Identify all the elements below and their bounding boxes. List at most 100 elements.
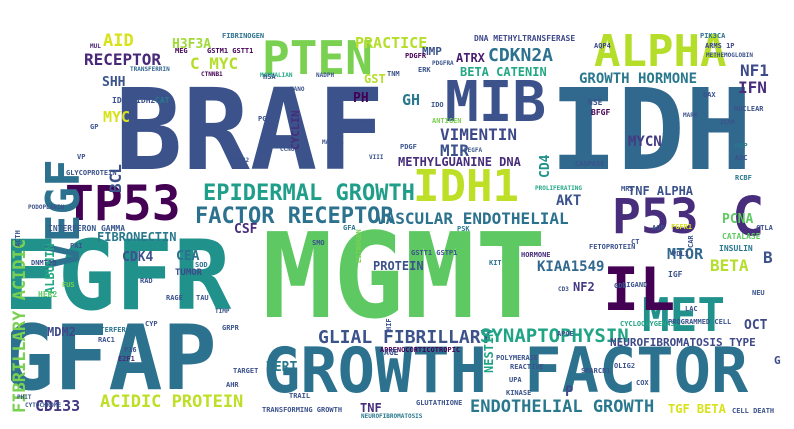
- word-sod: SOD: [195, 261, 208, 269]
- word-vp: VP: [77, 153, 86, 161]
- word-smarcb1: SMARCB1: [581, 367, 611, 375]
- word-bax: BAX: [703, 91, 716, 99]
- word-fetoprotein: FETOPROTEIN: [589, 243, 636, 251]
- word-mmp: MMP: [422, 45, 442, 58]
- word-fibronectin: FIBRONECTIN: [97, 230, 177, 244]
- word-idh: IDH: [550, 66, 753, 196]
- word-kiaa1549: KIAA1549: [537, 259, 605, 275]
- word-epidermal-growth: EPIDERMAL GROWTH: [203, 181, 415, 206]
- word-age: AGE: [384, 348, 399, 357]
- word-olig2: OLIG2: [614, 362, 636, 370]
- word-albumin: ALBUMIN: [43, 243, 57, 295]
- word-neurofibromatosis: NEUROFIBROMATOSIS: [361, 413, 423, 420]
- word-endothelial-growth: ENDOTHELIAL GROWTH: [470, 397, 655, 417]
- word-cell-death: CELL DEATH: [732, 407, 775, 415]
- word-phit: PHIT: [17, 394, 32, 401]
- word-idh1: IDH1: [413, 161, 519, 212]
- word-hif: HIF: [385, 317, 393, 331]
- word-programmed-cell: PROGRAMMED CELL: [668, 318, 732, 326]
- word-atrx: ATRX: [456, 51, 485, 65]
- word-reactive: REACTIVE: [510, 363, 544, 371]
- word-cea: CEA: [176, 249, 200, 264]
- word-aid: AID: [103, 33, 134, 51]
- word-transferrin: TRANSFERRIN: [130, 66, 170, 73]
- word-tumor: TUMOR: [175, 268, 203, 278]
- word-erk: ERK: [418, 66, 431, 74]
- word-gst: GST: [364, 72, 386, 86]
- word-fgfr1: FGFR1: [671, 223, 693, 231]
- word-apoe: APOE: [557, 330, 574, 338]
- word-e2f1: E2F1: [118, 355, 135, 363]
- word-vegfa: VEGFA: [464, 147, 483, 154]
- word-gp: GP: [90, 123, 99, 131]
- word-cytochrome: CYTOCHROME: [25, 402, 62, 409]
- word-ifn: IFN: [738, 78, 767, 97]
- word-gd3: GD3: [614, 282, 627, 290]
- word-mgmt: MGMT: [262, 207, 547, 345]
- word-met: MET: [642, 288, 726, 342]
- word-nano: NANO: [290, 86, 305, 93]
- word-mdm2: MDM2: [47, 325, 76, 339]
- word-pik3ca: PIK3CA: [700, 33, 726, 40]
- word-pdgfr: PDGFR: [405, 52, 427, 60]
- word-gstt1-gstp1: GSTT1 GSTP1: [411, 249, 458, 257]
- word-cyclooxygenase: CYCLOOXYGENASE: [620, 320, 680, 328]
- word-cdk4: CDK4: [122, 250, 154, 265]
- word-factor-receptor: FACTOR RECEPTOR: [195, 204, 394, 229]
- word-podoplanin: PODOPLANIN: [28, 204, 65, 211]
- word-gfap: GFAP: [11, 306, 217, 411]
- word-h3f3a: H3F3A: [172, 37, 212, 52]
- word-nuclear: NUCLEAR: [734, 105, 764, 113]
- word-mbp: MBP: [735, 142, 748, 150]
- word-interferon-gamma: INTERFERON GAMMA: [48, 224, 126, 233]
- word-arms-1p: ARMS 1P: [705, 42, 735, 50]
- word-mark: MARK: [683, 112, 698, 119]
- word-acidic-protein: ACIDIC PROTEIN: [100, 392, 244, 412]
- word-kinase: KINASE: [506, 389, 532, 397]
- word-insulin: INSULIN: [719, 244, 753, 253]
- word-mammalian: MAMMALIAN: [260, 72, 293, 79]
- word-catalase: CATALASE: [722, 232, 761, 241]
- word-pdgfra: PDGFRA: [432, 60, 454, 67]
- word-pdgf: PDGF: [400, 143, 417, 151]
- word-cloud: BRAF IDH MGMT EGFR GFAP GROWTH FACTOR TP53 P53 M…: [11, 33, 783, 421]
- word-ligand: LIGAND: [622, 281, 648, 289]
- word-vimentin: VIMENTIN: [440, 125, 518, 144]
- word-adrenocorticotropic: ADRENOCORTICOTROPIC: [380, 346, 461, 354]
- word-b: B: [763, 248, 773, 267]
- word-p: P: [565, 384, 574, 400]
- word-shh: SHH: [102, 75, 126, 90]
- word-caspase: CASPASE: [575, 160, 605, 168]
- word-beta: BETA: [710, 256, 749, 275]
- word-smo: SMO: [312, 239, 325, 247]
- word-myc: MYC: [103, 108, 131, 126]
- word-meg: MEG: [175, 47, 188, 55]
- word-il: IL: [603, 255, 676, 325]
- word-pgp: PGP: [258, 115, 271, 123]
- word-estrogen: ESTROGEN: [355, 228, 363, 263]
- word-synaptophysin: SYNAPTOPHYSIN: [480, 325, 629, 347]
- word-methemoglobin: METHEMOGLOBIN: [706, 52, 753, 59]
- word-kit: KIT: [489, 259, 502, 267]
- word-lac: LAC: [685, 305, 698, 313]
- word-idh1-idh2: IDH1 IDH2: [112, 96, 156, 105]
- word-timp: TIMP: [215, 308, 230, 315]
- word-mir: MIR: [440, 141, 469, 160]
- word-hsa: HSA: [263, 73, 276, 81]
- word-icam: ICAM: [720, 119, 735, 126]
- word-bfgf: BFGF: [591, 108, 611, 117]
- word-c: C: [732, 185, 765, 248]
- word-transforming-growth: TRANSFORMING GROWTH: [262, 406, 343, 414]
- word-beta-catenin: BETA CATENIN: [460, 65, 547, 79]
- word-cd3: CD3: [558, 286, 569, 293]
- word-cat: CAT: [155, 96, 170, 105]
- word-pten: PTEN: [262, 33, 373, 85]
- word-growth-factor: GROWTH FACTOR: [263, 334, 749, 407]
- word-cyclin: CYCLIN: [289, 109, 302, 150]
- word-polymerase: POLYMERASE: [496, 354, 539, 362]
- word-aqp4: AQP4: [594, 42, 611, 50]
- word-grpr: GRPR: [222, 324, 239, 332]
- word-gh: GH: [402, 91, 421, 109]
- word-gstm1-gstt1: GSTM1 GSTT1: [207, 47, 254, 55]
- word-p16: P16: [124, 346, 137, 354]
